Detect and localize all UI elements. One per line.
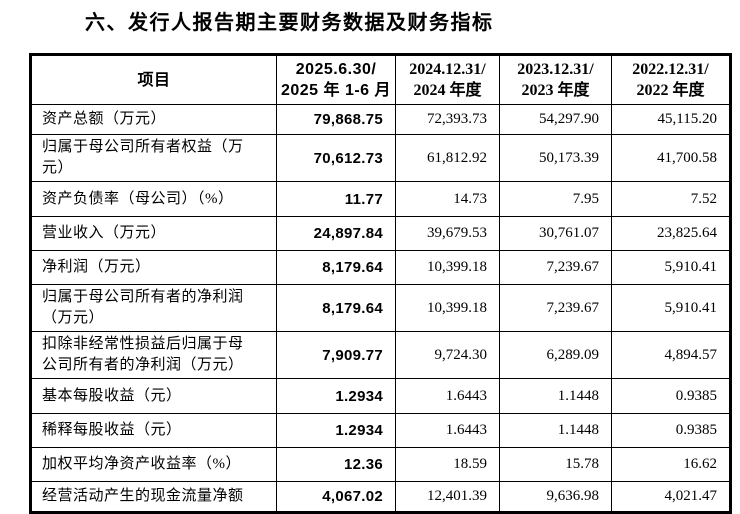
table-row: 归属于母公司所有者的净利润（万元） 8,179.64 10,399.18 7,2… <box>30 284 731 332</box>
column-header-date: 2022.12.31/ <box>632 61 709 78</box>
row-label: 稀释每股收益（元） <box>30 413 277 448</box>
column-header-date: 2024.12.31/ <box>409 61 486 78</box>
value-cell: 4,067.02 <box>276 481 396 513</box>
value-cell: 24,897.84 <box>276 216 396 251</box>
column-header-period: 2025 年 1-6 月 <box>280 82 392 99</box>
column-header-2023: 2023.12.31/ 2023 年度 <box>499 54 612 105</box>
column-header-2024: 2024.12.31/ 2024 年度 <box>395 54 500 105</box>
value-cell: 70,612.73 <box>276 134 396 182</box>
value-cell: 72,393.73 <box>395 104 500 135</box>
value-cell: 45,115.20 <box>611 104 731 135</box>
value-cell: 9,636.98 <box>499 481 612 513</box>
value-cell: 8,179.64 <box>276 250 396 285</box>
value-cell: 10,399.18 <box>395 250 500 285</box>
value-cell: 11.77 <box>276 181 396 217</box>
table-row: 基本每股收益（元） 1.2934 1.6443 1.1448 0.9385 <box>30 378 731 414</box>
table-row: 扣除非经常性损益后归属于母公司所有者的净利润（万元） 7,909.77 9,72… <box>30 331 731 379</box>
value-cell: 9,724.30 <box>395 331 500 379</box>
value-cell: 12.36 <box>276 447 396 482</box>
value-cell: 16.62 <box>611 447 731 482</box>
value-cell: 4,021.47 <box>611 481 731 513</box>
row-label: 资产负债率（母公司）（%） <box>30 181 277 217</box>
value-cell: 12,401.39 <box>395 481 500 513</box>
value-cell: 18.59 <box>395 447 500 482</box>
row-label: 营业收入（万元） <box>30 216 277 251</box>
row-label: 基本每股收益（元） <box>30 378 277 414</box>
table-row: 营业收入（万元） 24,897.84 39,679.53 30,761.07 2… <box>30 216 731 251</box>
row-label: 经营活动产生的现金流量净额 <box>30 481 277 513</box>
column-header-date: 2023.12.31/ <box>517 61 594 78</box>
value-cell: 0.9385 <box>611 378 731 414</box>
value-cell: 10,399.18 <box>395 284 500 332</box>
table-header-row: 项目 2025.6.30/ 2025 年 1-6 月 2024.12.31/ 2… <box>30 54 731 105</box>
column-header-period: 2023 年度 <box>521 82 590 99</box>
value-cell: 7.52 <box>611 181 731 217</box>
column-header-date: 2025.6.30/ <box>295 61 377 78</box>
value-cell: 6,289.09 <box>499 331 612 379</box>
value-cell: 1.1448 <box>499 378 612 414</box>
value-cell: 1.6443 <box>395 413 500 448</box>
row-label: 归属于母公司所有者权益（万元） <box>30 134 277 182</box>
value-cell: 5,910.41 <box>611 284 731 332</box>
value-cell: 61,812.92 <box>395 134 500 182</box>
row-label: 归属于母公司所有者的净利润（万元） <box>30 284 277 332</box>
row-label: 净利润（万元） <box>30 250 277 285</box>
value-cell: 54,297.90 <box>499 104 612 135</box>
table-row: 经营活动产生的现金流量净额 4,067.02 12,401.39 9,636.9… <box>30 481 731 513</box>
column-header-2025: 2025.6.30/ 2025 年 1-6 月 <box>276 54 396 105</box>
column-header-2022: 2022.12.31/ 2022 年度 <box>611 54 731 105</box>
value-cell: 23,825.64 <box>611 216 731 251</box>
table-row: 资产总额（万元） 79,868.75 72,393.73 54,297.90 4… <box>30 104 731 135</box>
financial-data-table: 项目 2025.6.30/ 2025 年 1-6 月 2024.12.31/ 2… <box>29 53 732 514</box>
value-cell: 8,179.64 <box>276 284 396 332</box>
value-cell: 5,910.41 <box>611 250 731 285</box>
value-cell: 30,761.07 <box>499 216 612 251</box>
column-header-period: 2024 年度 <box>413 82 482 99</box>
value-cell: 7.95 <box>499 181 612 217</box>
value-cell: 15.78 <box>499 447 612 482</box>
column-header-label: 项目 <box>137 71 171 89</box>
table-row: 归属于母公司所有者权益（万元） 70,612.73 61,812.92 50,1… <box>30 134 731 182</box>
value-cell: 41,700.58 <box>611 134 731 182</box>
value-cell: 1.2934 <box>276 378 396 414</box>
value-cell: 14.73 <box>395 181 500 217</box>
column-header-period: 2022 年度 <box>636 82 705 99</box>
table-row: 加权平均净资产收益率（%） 12.36 18.59 15.78 16.62 <box>30 447 731 482</box>
value-cell: 0.9385 <box>611 413 731 448</box>
table-row: 稀释每股收益（元） 1.2934 1.6443 1.1448 0.9385 <box>30 413 731 448</box>
value-cell: 7,909.77 <box>276 331 396 379</box>
section-title: 六、发行人报告期主要财务数据及财务指标 <box>85 12 494 34</box>
value-cell: 50,173.39 <box>499 134 612 182</box>
table-row: 资产负债率（母公司）（%） 11.77 14.73 7.95 7.52 <box>30 181 731 217</box>
value-cell: 79,868.75 <box>276 104 396 135</box>
value-cell: 7,239.67 <box>499 284 612 332</box>
row-label: 资产总额（万元） <box>30 104 277 135</box>
row-label: 加权平均净资产收益率（%） <box>30 447 277 482</box>
value-cell: 1.2934 <box>276 413 396 448</box>
column-header-item: 项目 <box>30 54 277 105</box>
table-row: 净利润（万元） 8,179.64 10,399.18 7,239.67 5,91… <box>30 250 731 285</box>
value-cell: 7,239.67 <box>499 250 612 285</box>
row-label: 扣除非经常性损益后归属于母公司所有者的净利润（万元） <box>30 331 277 379</box>
value-cell: 4,894.57 <box>611 331 731 379</box>
value-cell: 39,679.53 <box>395 216 500 251</box>
value-cell: 1.6443 <box>395 378 500 414</box>
value-cell: 1.1448 <box>499 413 612 448</box>
